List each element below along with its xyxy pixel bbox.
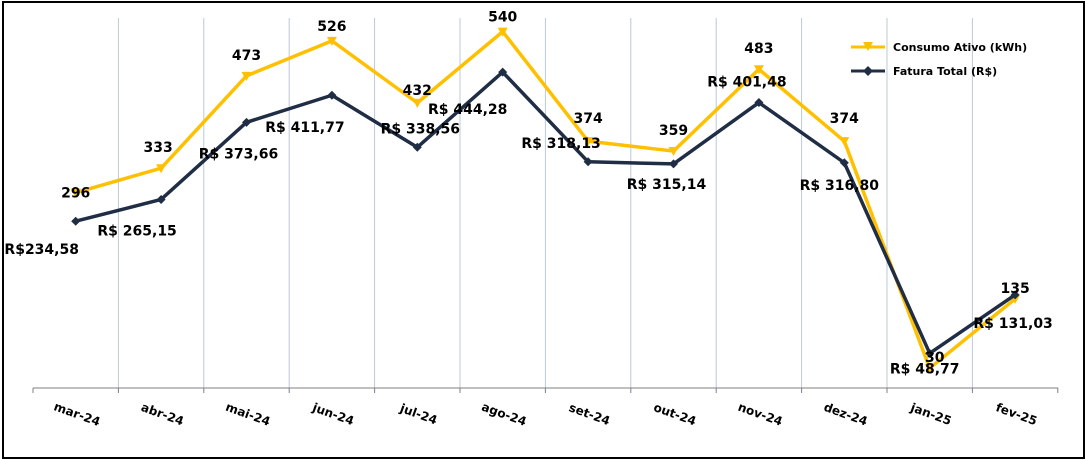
- data-label-fatura-set-24: R$ 318,13: [521, 136, 600, 152]
- data-label-fatura-jun-24: R$ 411,77: [265, 120, 344, 136]
- point-consumo-set-24: [583, 137, 594, 147]
- data-label-consumo-nov-24: 483: [744, 41, 773, 57]
- data-label-consumo-dez-24: 374: [830, 111, 859, 127]
- data-label-consumo-out-24: 359: [659, 123, 688, 139]
- point-fatura-mai-24: [242, 117, 251, 127]
- data-label-consumo-jan-25: 30: [925, 350, 945, 366]
- point-fatura-mar-24: [71, 216, 81, 226]
- data-label-consumo-mar-24: 296: [61, 186, 90, 202]
- data-label-fatura-mai-24: R$ 373,66: [199, 146, 278, 162]
- legend-label-consumo: Consumo Ativo (kWh): [893, 41, 1027, 54]
- data-label-fatura-fev-25: R$ 131,03: [973, 316, 1052, 332]
- data-label-consumo-fev-25: 135: [1000, 281, 1029, 297]
- point-fatura-set-24: [583, 157, 593, 167]
- series-line-fatura: [75, 70, 1017, 356]
- legend: Consumo Ativo (kWh) Fatura Total (R$): [851, 41, 1027, 78]
- legend-marker-fatura: [863, 66, 873, 76]
- data-label-fatura-out-24: R$ 315,14: [627, 177, 707, 193]
- data-label-consumo-jul-24: 432: [403, 83, 432, 99]
- legend-item-fatura: Fatura Total (R$): [851, 65, 997, 78]
- series-line-consumo: [75, 29, 1017, 370]
- point-fatura-fev-25: [1010, 290, 1020, 300]
- data-label-fatura-nov-24: R$ 401,48: [707, 75, 786, 91]
- data-label-consumo-jun-24: 526: [317, 19, 346, 35]
- data-label-fatura-mar-24: R$234,58: [4, 242, 79, 258]
- gridlines: [117, 18, 973, 388]
- point-fatura-jul-24: [412, 142, 422, 152]
- point-consumo-jul-24: [412, 98, 423, 108]
- data-label-fatura-dez-24: R$ 316,80: [800, 178, 880, 194]
- point-fatura-out-24: [669, 159, 678, 169]
- point-fatura-ago-24: [498, 67, 508, 77]
- point-consumo-mar-24: [70, 188, 81, 198]
- point-fatura-abr-24: [156, 194, 166, 204]
- point-fatura-jan-25: [925, 348, 935, 358]
- point-consumo-ago-24: [497, 27, 508, 37]
- point-fatura-nov-24: [754, 98, 764, 108]
- point-consumo-mai-24: [241, 71, 252, 81]
- series-layer: [70, 27, 1021, 374]
- point-consumo-out-24: [668, 147, 679, 157]
- point-consumo-dez-24: [839, 137, 850, 147]
- data-label-fatura-ago-24: R$ 444,28: [428, 102, 507, 118]
- data-labels: 296 333 473 526 432 540 374 359 483 374 30 135 R$234…: [4, 10, 1052, 378]
- data-label-fatura-jul-24: R$ 338,56: [381, 121, 460, 137]
- legend-marker-consumo: [863, 42, 873, 51]
- point-consumo-abr-24: [156, 164, 167, 174]
- data-label-consumo-set-24: 374: [573, 111, 602, 127]
- data-label-consumo-mai-24: 473: [232, 48, 261, 64]
- point-fatura-jun-24: [327, 90, 337, 100]
- legend-label-fatura: Fatura Total (R$): [893, 65, 997, 78]
- point-fatura-dez-24: [839, 158, 849, 168]
- data-label-fatura-abr-24: R$ 265,15: [97, 223, 176, 239]
- data-label-fatura-jan-25: R$ 48,77: [890, 361, 960, 377]
- legend-item-consumo: Consumo Ativo (kWh): [851, 41, 1027, 54]
- point-consumo-jan-25: [924, 364, 935, 374]
- data-label-consumo-abr-24: 333: [143, 140, 172, 156]
- data-label-consumo-ago-24: 540: [488, 10, 517, 26]
- point-consumo-nov-24: [753, 65, 764, 75]
- point-consumo-jun-24: [326, 36, 337, 46]
